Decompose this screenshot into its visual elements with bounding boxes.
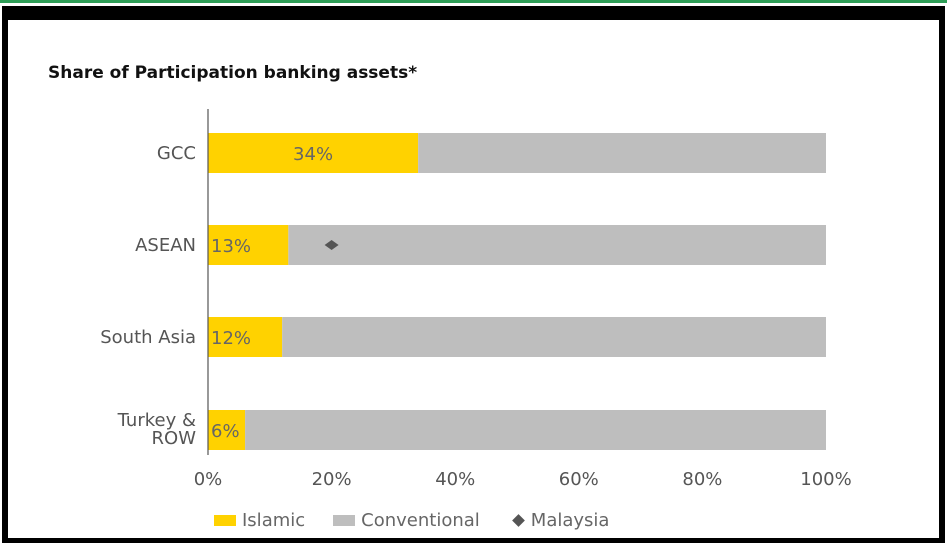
bar-chart: GCC ASEAN South Asia Turkey & ROW 34% 13% 12% 6… (100, 109, 852, 490)
legend-item-islamic: Islamic (214, 510, 305, 531)
data-label-gcc: 34% (293, 144, 333, 165)
bar-islamic-turkey-row (208, 410, 246, 450)
x-tick-label-20: 20% (312, 469, 352, 490)
legend: Islamic Conventional Malaysia (214, 510, 637, 531)
category-label-asean: ASEAN (135, 235, 196, 256)
x-tick-label-40: 40% (435, 469, 475, 490)
legend-label-conventional: Conventional (361, 510, 480, 531)
category-label-turkey-row: Turkey & ROW (117, 410, 197, 449)
bar-conventional-turkey-row (245, 410, 826, 450)
category-label-gcc: GCC (157, 143, 196, 164)
x-tick-label-100: 100% (800, 469, 851, 490)
markers-group (324, 240, 339, 250)
legend-item-conventional: Conventional (333, 510, 480, 531)
marker-malaysia (324, 240, 339, 250)
category-label-south-asia: South Asia (100, 327, 196, 348)
bar-islamic-asean (208, 225, 289, 265)
data-label-south-asia: 12% (211, 328, 251, 349)
x-tick-label-60: 60% (559, 469, 599, 490)
bar-islamic-gcc (208, 133, 419, 173)
bar-conventional-asean (288, 225, 827, 265)
bar-islamic-south-asia (208, 317, 283, 357)
legend-label-malaysia: Malaysia (530, 510, 610, 531)
legend-diamond-icon (511, 514, 525, 527)
legend-item-malaysia: Malaysia (508, 510, 610, 531)
legend-swatch-conventional (333, 515, 356, 526)
chart-title: Share of Participation banking assets* (48, 63, 418, 83)
chart-frame (2, 6, 945, 543)
legend-label-islamic: Islamic (242, 510, 306, 531)
bar-conventional-south-asia (282, 317, 826, 357)
x-tick-labels-group: 0% 20% 40% 60% 80% 100% (194, 469, 852, 490)
x-tick-label-0: 0% (194, 469, 223, 490)
data-label-asean: 13% (211, 236, 251, 257)
legend-swatch-islamic (214, 515, 236, 526)
bars-group (208, 133, 827, 450)
data-label-turkey-row: 6% (211, 421, 240, 442)
data-labels-group: 34% 13% 12% 6% (211, 144, 333, 442)
bar-conventional-gcc (418, 133, 826, 173)
category-labels-group: GCC ASEAN South Asia Turkey & ROW (100, 143, 196, 449)
x-tick-label-80: 80% (682, 469, 722, 490)
